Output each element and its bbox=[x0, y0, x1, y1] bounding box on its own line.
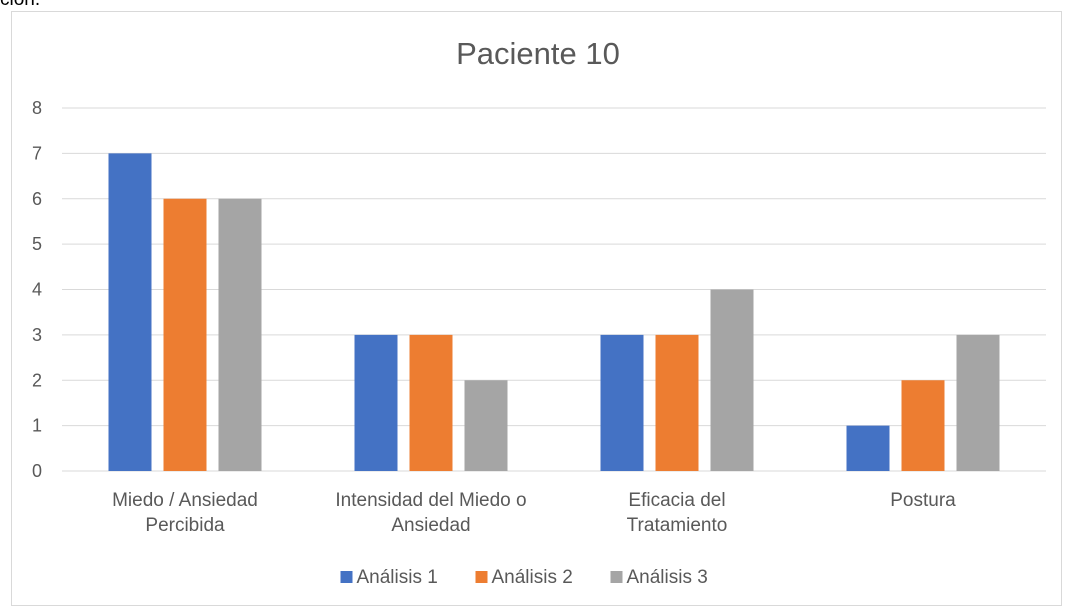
legend-label: Análisis 3 bbox=[627, 567, 708, 588]
bar bbox=[600, 334, 644, 471]
y-tick-label: 4 bbox=[32, 280, 42, 300]
legend: Análisis 1 Análisis 2 Análisis 3 bbox=[340, 567, 708, 588]
legend-swatch bbox=[340, 571, 353, 583]
top-text-fragment: ción. bbox=[0, 0, 40, 11]
y-axis-tick-labels: 0 1 2 3 4 5 6 7 8 bbox=[32, 98, 42, 481]
bar bbox=[409, 334, 453, 471]
x-category-label: Intensidad del Miedo o Ansiedad bbox=[335, 490, 526, 536]
x-category-label: Eficacia del Tratamiento bbox=[627, 490, 728, 536]
y-tick-label: 3 bbox=[32, 325, 42, 345]
y-tick-label: 1 bbox=[32, 416, 42, 436]
bar bbox=[218, 198, 262, 471]
bar bbox=[108, 153, 152, 471]
gridlines bbox=[62, 107, 1046, 472]
y-tick-label: 5 bbox=[32, 234, 42, 254]
x-category-label: Miedo / Ansiedad Percibida bbox=[112, 490, 258, 536]
legend-swatch bbox=[610, 571, 623, 583]
chart-title: Paciente 10 bbox=[456, 36, 620, 71]
y-tick-label: 7 bbox=[32, 143, 42, 163]
bar bbox=[163, 198, 207, 471]
y-tick-label: 0 bbox=[32, 461, 42, 481]
x-axis-category-labels: Miedo / Ansiedad Percibida Intensidad del … bbox=[112, 490, 956, 536]
legend-label: Análisis 1 bbox=[357, 567, 438, 588]
x-category-label: Postura bbox=[890, 490, 956, 511]
bar bbox=[956, 334, 1000, 471]
legend-label: Análisis 2 bbox=[492, 567, 573, 588]
bar bbox=[710, 289, 754, 471]
bar bbox=[846, 425, 890, 471]
bar bbox=[354, 334, 398, 471]
y-tick-label: 2 bbox=[32, 370, 42, 390]
bar bbox=[655, 334, 699, 471]
bars bbox=[108, 153, 1000, 471]
y-tick-label: 6 bbox=[32, 189, 42, 209]
bar bbox=[464, 380, 508, 471]
y-tick-label: 8 bbox=[32, 98, 42, 118]
legend-swatch bbox=[475, 571, 488, 583]
bar bbox=[901, 380, 945, 471]
